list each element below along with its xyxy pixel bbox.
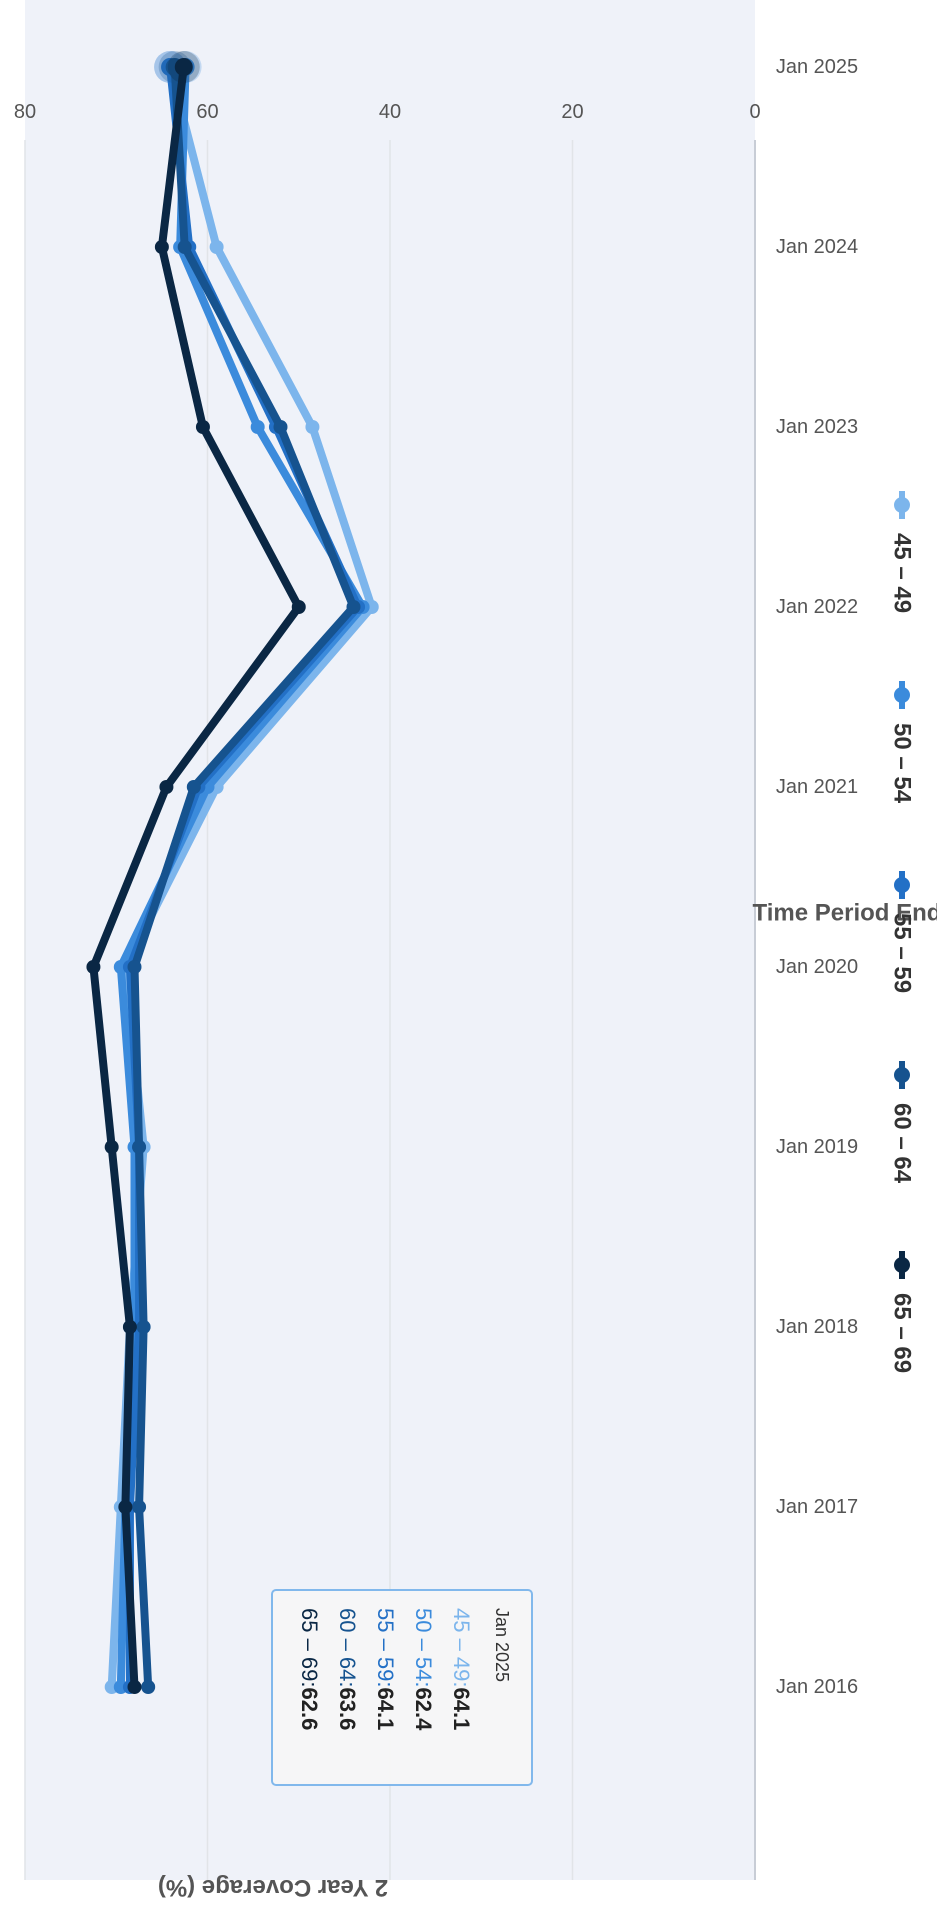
data-point[interactable] xyxy=(291,600,306,614)
data-point[interactable] xyxy=(195,420,210,434)
data-point[interactable] xyxy=(177,240,192,254)
tooltip-row-value: 63.6 xyxy=(336,1688,361,1731)
legend-swatch-dot xyxy=(894,687,910,703)
data-point[interactable] xyxy=(209,240,224,254)
data-point[interactable] xyxy=(136,1320,151,1334)
data-point[interactable] xyxy=(132,1140,147,1154)
tooltip-row-label: 55 – 59: xyxy=(374,1608,399,1688)
series-line xyxy=(89,63,303,1691)
x-tick-label: Jan 2023 xyxy=(776,416,858,438)
legend-item[interactable]: 65 – 69 xyxy=(889,1251,916,1373)
y-tick-label: 80 xyxy=(14,101,36,123)
legend-label: 55 – 59 xyxy=(889,913,916,993)
legend-label: 50 – 54 xyxy=(889,723,916,804)
legend-label: 60 – 64 xyxy=(889,1103,916,1184)
x-axis-title: Time Period End xyxy=(753,900,937,927)
tooltip-row: 50 – 54:62.4 xyxy=(412,1608,437,1731)
legend-swatch-dot xyxy=(894,1067,910,1083)
data-point[interactable] xyxy=(305,420,320,434)
x-tick-label: Jan 2022 xyxy=(776,596,858,618)
legend-item[interactable]: 55 – 59 xyxy=(889,871,916,993)
y-tick-label: 60 xyxy=(196,101,218,123)
data-point[interactable] xyxy=(250,420,265,434)
y-tick-label: 20 xyxy=(561,101,583,123)
x-tick-label: Jan 2018 xyxy=(776,1316,858,1338)
data-point[interactable] xyxy=(174,58,193,76)
data-point[interactable] xyxy=(154,240,169,254)
tooltip-row: 55 – 59:64.1 xyxy=(374,1608,399,1730)
data-point[interactable] xyxy=(127,960,142,974)
x-tick-label: Jan 2024 xyxy=(776,236,858,258)
tooltip-row: 45 – 49:64.1 xyxy=(450,1608,475,1730)
x-tick-label: Jan 2016 xyxy=(776,1676,858,1698)
tooltip-row-value: 62.6 xyxy=(298,1688,323,1731)
tooltip-row-value: 64.1 xyxy=(374,1688,399,1731)
data-point[interactable] xyxy=(104,1140,119,1154)
tooltip-row-label: 65 – 69: xyxy=(298,1608,323,1688)
legend-item[interactable]: 45 – 49 xyxy=(889,491,916,613)
data-point[interactable] xyxy=(132,1500,147,1514)
legend-swatch-dot xyxy=(894,1257,910,1273)
data-point[interactable] xyxy=(186,780,201,794)
data-point[interactable] xyxy=(273,420,288,434)
legend-item[interactable]: 60 – 64 xyxy=(889,1061,916,1184)
y-tick-label: 0 xyxy=(749,101,760,123)
legend-swatch-dot xyxy=(894,877,910,893)
y-axis-title: 2 Year Coverage (%) xyxy=(158,1874,388,1901)
legend-label: 45 – 49 xyxy=(889,533,916,613)
series-line xyxy=(130,63,358,1691)
tooltip-box xyxy=(271,1589,533,1786)
legend-label: 65 – 69 xyxy=(889,1293,916,1373)
data-point[interactable] xyxy=(141,1680,156,1694)
x-tick-label: Jan 2019 xyxy=(776,1136,858,1158)
tooltip-row-label: 45 – 49: xyxy=(450,1608,475,1688)
legend-swatch-dot xyxy=(894,497,910,513)
data-point[interactable] xyxy=(346,600,361,614)
x-tick-label: Jan 2025 xyxy=(776,56,858,78)
tooltip-row-value: 64.1 xyxy=(450,1688,475,1731)
tooltip-row-label: 60 – 64: xyxy=(336,1608,361,1688)
x-tick-label: Jan 2017 xyxy=(776,1496,858,1518)
data-point[interactable] xyxy=(127,1680,142,1694)
x-tick-label: Jan 2021 xyxy=(776,776,858,798)
data-point[interactable] xyxy=(122,1320,137,1334)
data-point[interactable] xyxy=(118,1500,133,1514)
tooltip-row: 60 – 64:63.6 xyxy=(336,1608,361,1730)
tooltip-row: 65 – 69:62.6 xyxy=(298,1608,323,1730)
tooltip-row-value: 62.4 xyxy=(412,1688,437,1732)
y-tick-label: 40 xyxy=(379,101,401,123)
legend-item[interactable]: 50 – 54 xyxy=(889,681,916,804)
x-tick-label: Jan 2020 xyxy=(776,956,858,978)
tooltip-row-label: 50 – 54: xyxy=(412,1608,437,1688)
tooltip-title: Jan 2025 xyxy=(492,1608,512,1682)
data-point[interactable] xyxy=(159,780,174,794)
data-point[interactable] xyxy=(86,960,101,974)
